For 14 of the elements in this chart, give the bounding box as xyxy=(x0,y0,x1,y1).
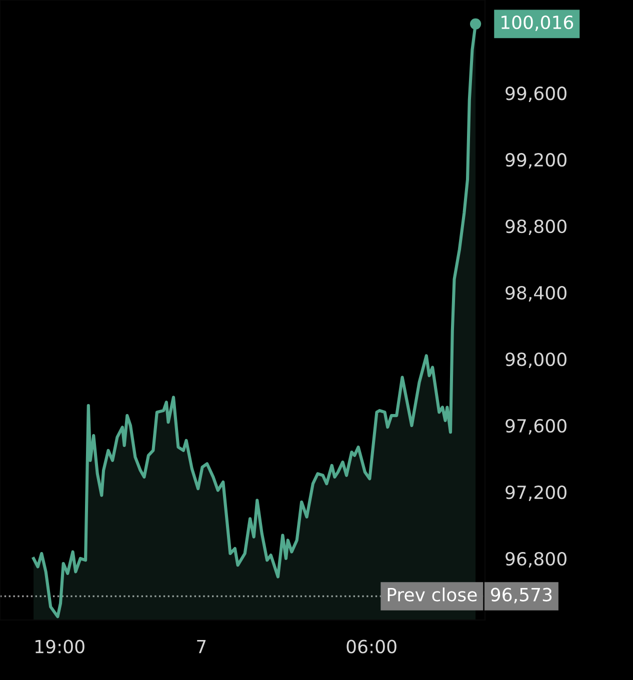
y-tick-label: 98,800 xyxy=(506,220,566,236)
y-tick-label: 99,200 xyxy=(506,153,566,169)
x-tick-label: 19:00 xyxy=(36,640,84,654)
y-tick-label: 98,400 xyxy=(506,286,566,302)
x-tick-label: 06:00 xyxy=(346,640,396,654)
y-tick-label: 97,600 xyxy=(506,418,566,434)
y-tick-label: 97,200 xyxy=(506,485,566,501)
y-tick-label: 98,000 xyxy=(506,352,566,368)
annotation: 100,016 xyxy=(502,16,574,32)
y-tick-label: 96,800 xyxy=(506,552,566,568)
x-tick-label: 7 xyxy=(197,640,206,654)
y-tick-label: 99,600 xyxy=(506,86,566,102)
ref-line-label: Prev close xyxy=(388,587,477,602)
text: 96,573 xyxy=(490,588,552,604)
